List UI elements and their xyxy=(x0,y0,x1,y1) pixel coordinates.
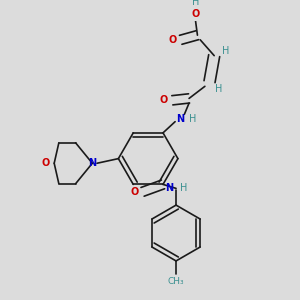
Text: N: N xyxy=(88,158,96,168)
Text: O: O xyxy=(160,95,168,105)
Text: CH₃: CH₃ xyxy=(168,277,184,286)
Text: O: O xyxy=(42,158,50,168)
Text: H: H xyxy=(192,0,199,7)
Text: H: H xyxy=(215,84,223,94)
Text: N: N xyxy=(166,183,174,194)
Text: H: H xyxy=(189,114,196,124)
Text: H: H xyxy=(180,183,187,194)
Text: O: O xyxy=(168,35,176,45)
Text: H: H xyxy=(222,46,229,56)
Text: O: O xyxy=(191,9,200,19)
Text: O: O xyxy=(130,187,138,197)
Text: N: N xyxy=(176,114,184,124)
